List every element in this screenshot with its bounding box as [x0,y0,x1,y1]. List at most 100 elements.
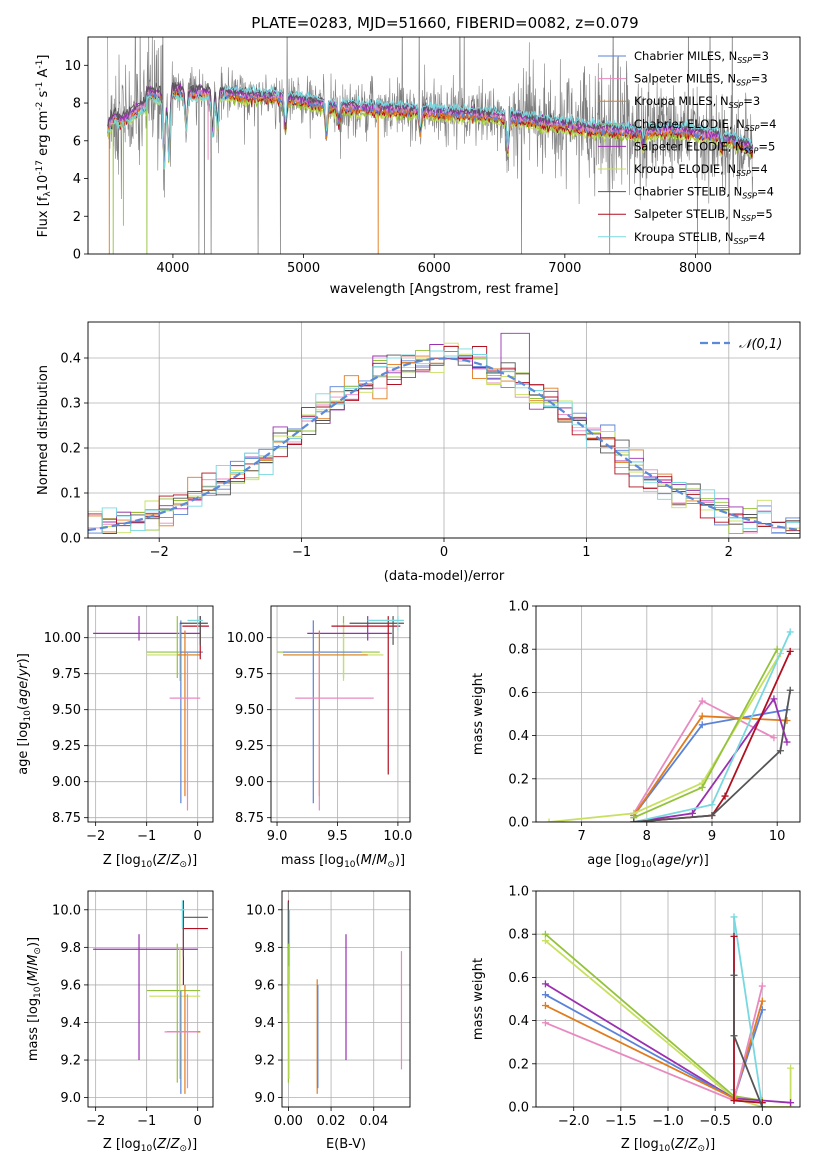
plot-area [545,628,794,822]
y-tick-label: 0.0 [508,1101,529,1116]
plot-area [277,616,404,811]
y-axis-label: Normed distribution [36,365,51,495]
x-axis-label: E(B-V) [326,1137,366,1152]
label-part: / [16,676,31,681]
legend-text: Chabrier STELIB, N [634,185,742,199]
mass-weight-marker [770,695,778,703]
axes: −2.0 −1.5 −1.0 −0.5 0.0 0.0 0.2 0.4 0.6 0.8 1.0 [508,885,801,1129]
legend-eq: =3 [743,94,760,108]
legend-text: Salpeter MILES, N [634,72,736,86]
x-tick-label: 9.5 [327,829,348,844]
mass-weight-marker [698,697,706,705]
legend-sub: SSP [734,237,749,246]
y-tick-label: 9.0 [60,1091,81,1106]
label-part: M [376,853,387,868]
axes-frame [87,321,801,539]
y-tick-label: 9.2 [254,1054,275,1069]
legend-sub: SSP [729,101,744,110]
legend-sub: SSP [745,124,760,133]
legend-entry: Salpeter STELIB, NSSP=5 [634,207,773,223]
label-part: mass [log [281,853,344,868]
label-part: )] [16,653,31,663]
axes: −2 −1 0 8.75 9.00 9.25 9.50 9.75 10.00 [44,605,214,844]
mass-weight-marker [708,801,716,809]
mass-weight-marker [541,1019,549,1027]
mass-weight-marker [730,971,738,979]
x-tick-label: 10.0 [383,829,412,844]
label-part: )] [187,1137,197,1152]
x-tick-label: −1.5 [605,1114,637,1129]
y-tick-label: 9.6 [254,978,275,993]
label-part: Z [170,1137,181,1152]
y-axis-label: age [log10​(age/yr)] [16,653,33,775]
axes: 0.00 0.02 0.04 9.0 9.2 9.4 9.6 9.8 10.0 [246,890,411,1129]
mass-weight-line [633,708,788,817]
y-tick-label: 10.0 [52,903,81,918]
y-tick-label: 0.3 [60,397,81,412]
y-tick-label: 10.00 [44,631,81,646]
mass-weight-marker [730,932,738,940]
x-tick-label: 5000 [287,261,320,276]
label-part: Z [674,1137,685,1152]
label-part: ( [152,1137,157,1152]
mass-weight-marker [786,647,794,655]
y-tick-label: 0.4 [508,729,529,744]
mass-weight-line [633,690,792,822]
label-part: mass [log [26,998,41,1061]
label-part: -1 [35,60,45,69]
axes-frame [535,890,801,1108]
label-part: M [361,853,372,868]
spectrum-panel: 4000 5000 6000 7000 8000 0 2 4 6 8 10 Chabrier MILE… [35,36,801,297]
plot-area [88,332,800,534]
plot-area [93,900,208,1094]
axes-frame [281,890,411,1108]
x-axis-label: (data-model)/error [384,569,505,584]
x-tick-label: −1.0 [652,1114,684,1129]
x-tick-label: 7000 [548,261,581,276]
label-part: )] [395,853,405,868]
label-part: Z [log [621,1137,659,1152]
label-part: ⊙ [179,1144,187,1154]
legend-text: Kroupa ELODIE, N [634,162,736,176]
y-tick-label: 0.4 [508,1014,529,1029]
legend-text: Chabrier MILES, N [634,49,737,63]
x-tick-label: 10 [769,829,786,844]
x-tick-label: 8000 [679,261,712,276]
y-axis-label: mass [log10​(M/M⊙​)] [26,937,43,1061]
mass-weight-marker [541,980,549,988]
label-part: M [26,970,41,981]
label-part: 10 [141,860,153,870]
mass-weight-marker [698,712,706,720]
x-tick-label: −0.5 [699,1114,731,1129]
mass-vs-metallicity-panel: −2 −1 0 9.0 9.2 9.4 9.6 9.8 10.0 Z [log10​(Z/Z⊙​)… [26,890,214,1154]
label-part: A [36,69,51,82]
label-part: )] [699,853,709,868]
label-part: 10 [659,1144,671,1154]
y-tick-label: 9.25 [235,739,264,754]
label-part: 10 [344,860,356,870]
age-vs-metallicity-panel: −2 −1 0 8.75 9.00 9.25 9.50 9.75 10.00 Z [log10​(… [16,605,214,870]
x-tick-label: 8 [643,829,651,844]
label-part: Z [156,853,167,868]
label-part: 10 [33,986,43,998]
y-tick-label: 8.75 [235,811,264,826]
label-part: Z [156,1137,167,1152]
label-part: age [657,853,681,868]
axes-frame [87,605,214,823]
y-tick-label: 9.2 [60,1054,81,1069]
label-part: ( [356,853,361,868]
y-tick-label: 9.4 [60,1016,81,1031]
legend-sub: SSP [744,146,759,155]
mass-weight-marker [545,818,553,822]
figure-title: PLATE=0283, MJD=51660, FIBERID=0082, z=0… [251,14,638,32]
y-tick-label: 0.2 [508,1057,529,1072]
legend-sub: SSP [742,192,757,201]
axes: 4000 5000 6000 7000 8000 0 2 4 6 8 10 [64,36,801,276]
y-axis-label: Flux [fλ​10-17​ erg cm-2​ s-1​ A-1​] [35,55,53,238]
legend-entry: Kroupa ELODIE, NSSP=4 [634,162,768,178]
mass-weight-line [544,993,764,1100]
legend-text: Salpeter ELODIE, N [634,139,744,153]
label-part: / [681,853,686,868]
